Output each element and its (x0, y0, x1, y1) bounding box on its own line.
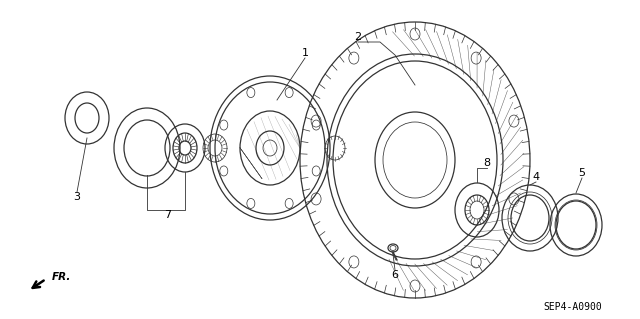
Text: 6: 6 (392, 270, 399, 280)
Text: 7: 7 (164, 210, 172, 220)
Text: 8: 8 (483, 158, 491, 168)
Text: 4: 4 (532, 172, 540, 182)
Text: FR.: FR. (52, 272, 72, 282)
Text: 3: 3 (74, 192, 81, 202)
Text: SEP4-A0900: SEP4-A0900 (543, 302, 602, 312)
Text: 2: 2 (355, 32, 362, 42)
Text: 5: 5 (579, 168, 586, 178)
Text: 1: 1 (301, 48, 308, 58)
